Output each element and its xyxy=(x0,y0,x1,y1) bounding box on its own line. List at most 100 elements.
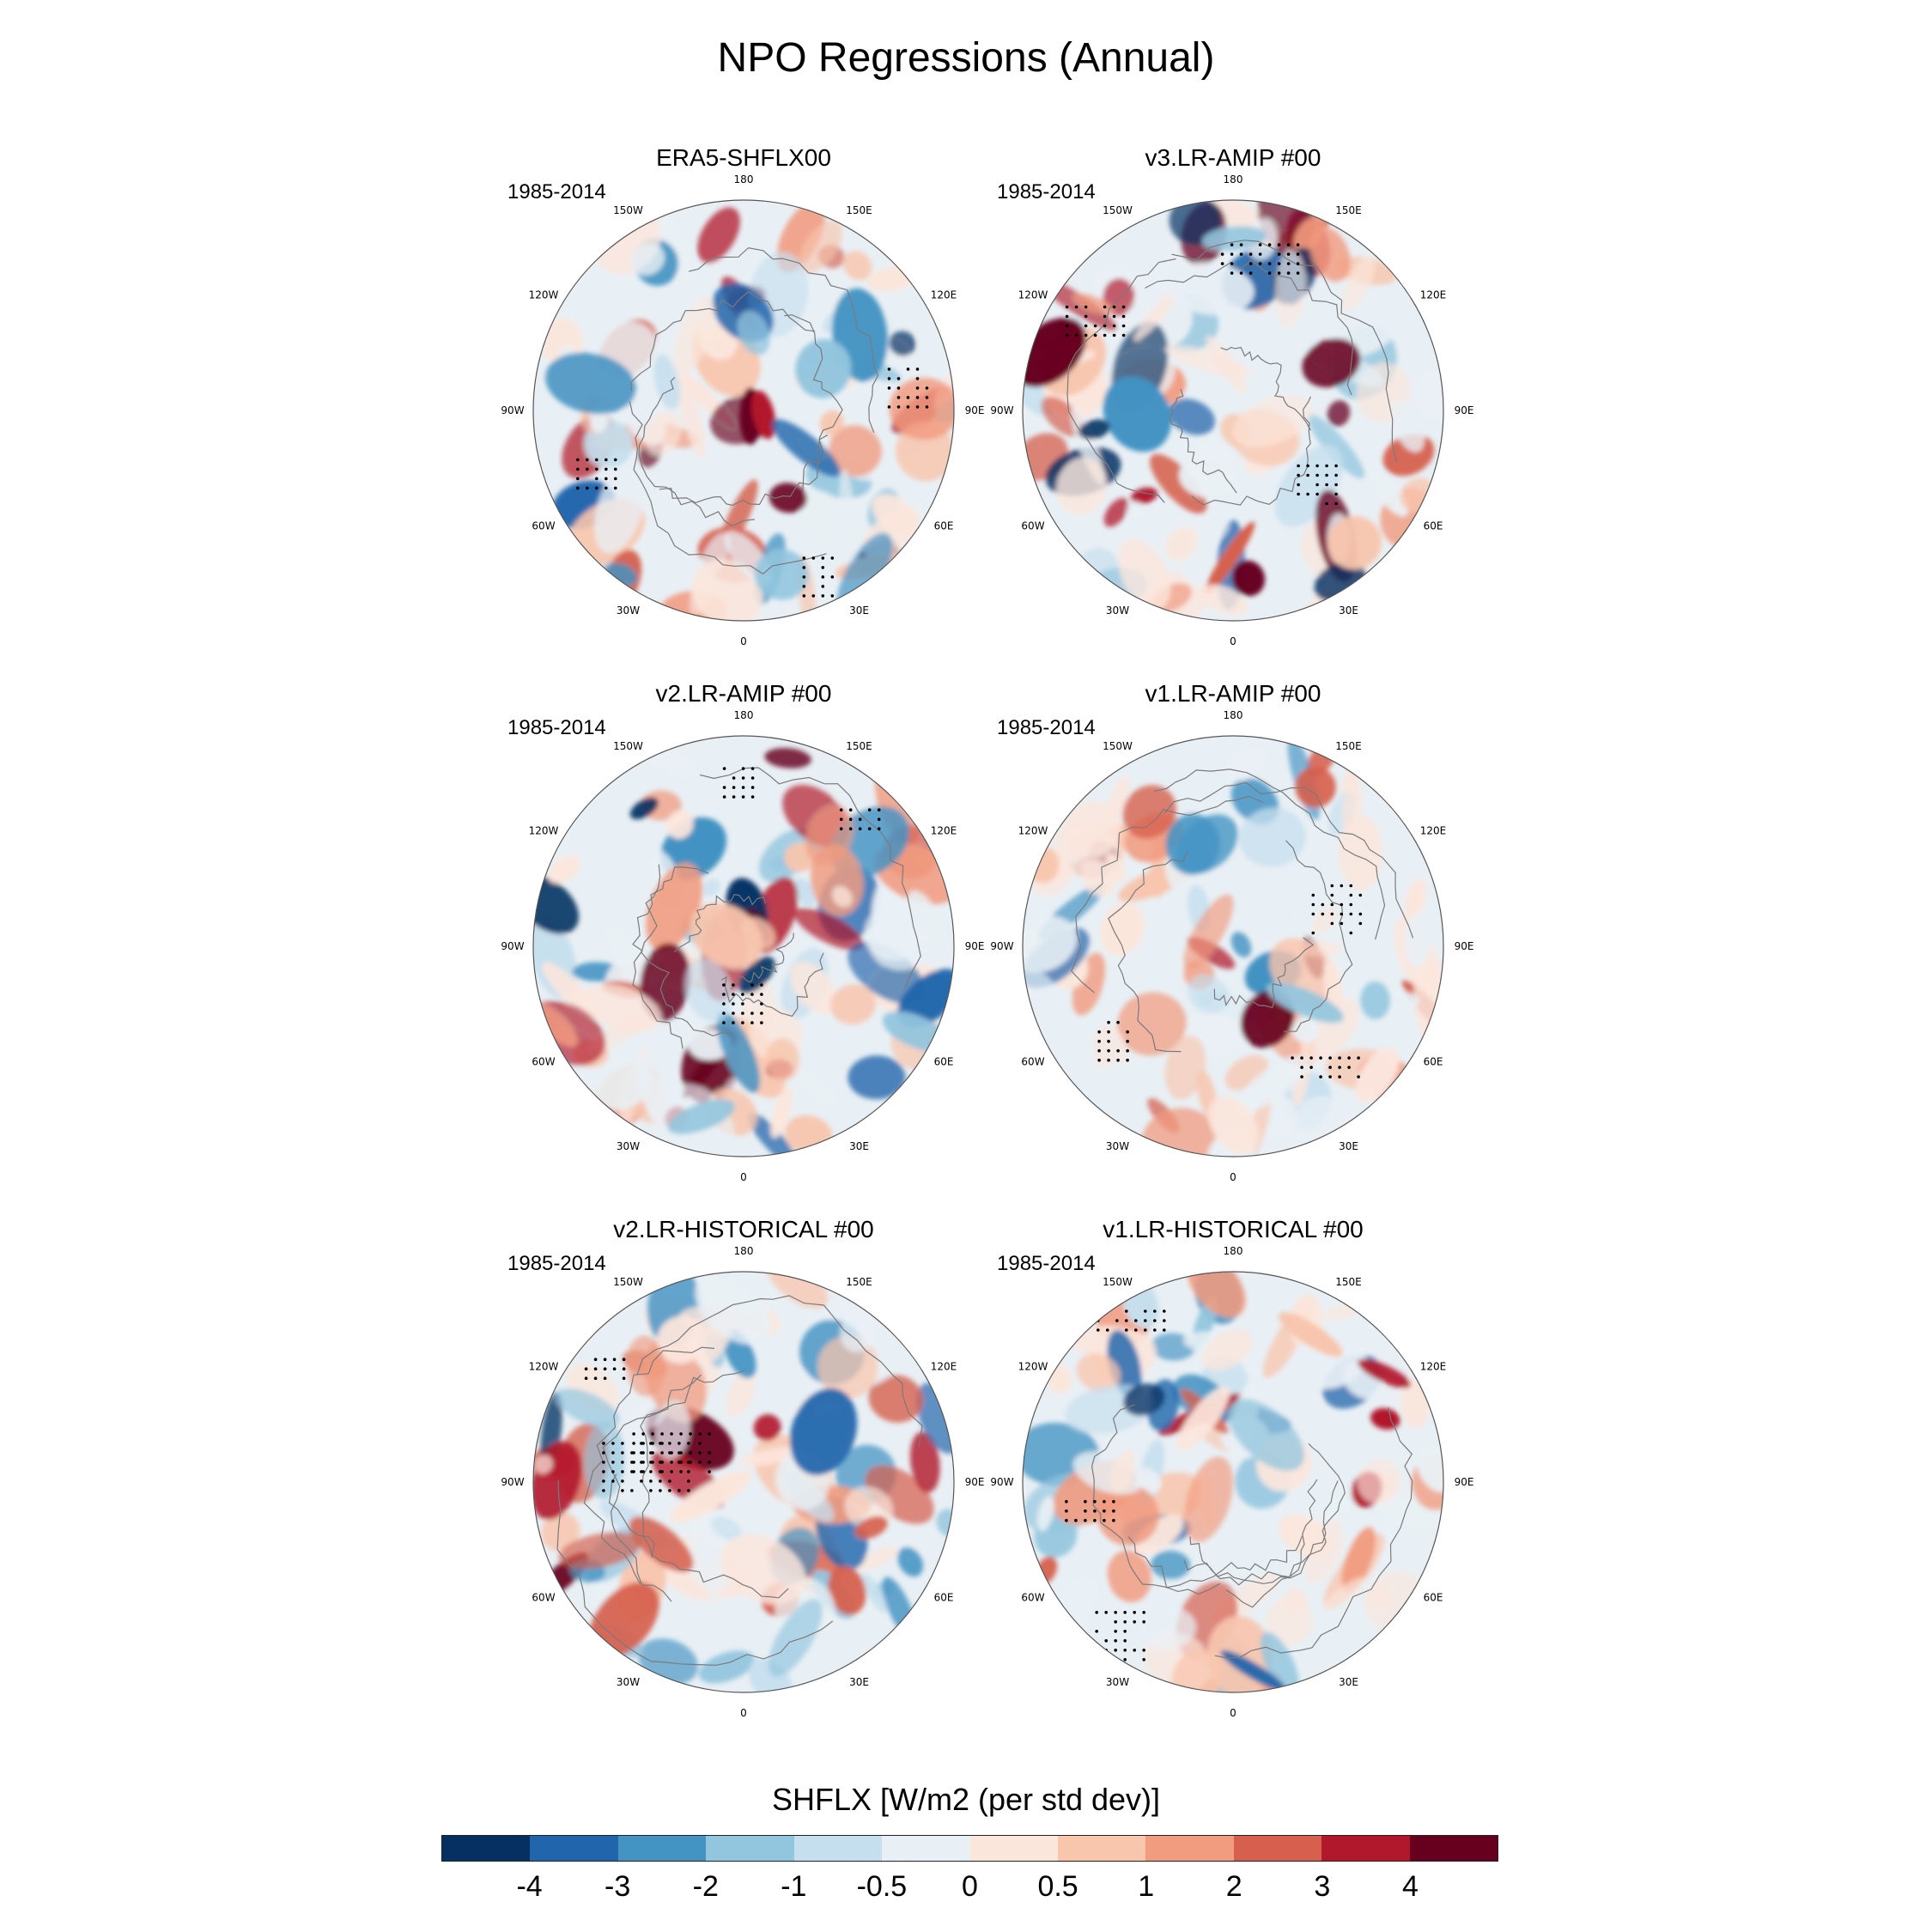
longitude-label: 150W xyxy=(613,1276,643,1288)
stipple-dot xyxy=(668,1442,671,1445)
longitude-label: 30W xyxy=(1106,1140,1129,1152)
colorbar-tick-label: 0.5 xyxy=(1037,1870,1078,1903)
stipple-dot xyxy=(1142,1658,1145,1662)
longitude-label: 30E xyxy=(849,1676,869,1688)
anomaly-patch xyxy=(726,1370,756,1417)
stipple-dot xyxy=(689,1461,692,1464)
anomaly-patch xyxy=(1200,584,1248,616)
stipple-dot xyxy=(1144,1319,1147,1322)
stipple-dot xyxy=(593,1376,598,1380)
stipple-dot xyxy=(1074,1518,1078,1522)
coastlines xyxy=(629,246,879,575)
longitude-label: 0 xyxy=(1230,1707,1236,1719)
stipple-dot xyxy=(867,827,872,830)
stipple-dot xyxy=(1239,252,1243,256)
stipple-dot xyxy=(750,795,755,799)
anomaly-patch xyxy=(669,1470,752,1522)
anomaly-patch xyxy=(588,1582,659,1659)
anomaly-patch xyxy=(1355,1048,1400,1103)
anomaly-patch xyxy=(1304,1519,1344,1583)
longitude-label: 120W xyxy=(1018,1361,1048,1373)
longitude-labels: 180 150E 120E 90E 60E 30E 0 30W 60W 90W 120W 150W xyxy=(501,709,984,1183)
anomaly-patch xyxy=(534,1455,553,1474)
stipple-dot xyxy=(741,1012,744,1015)
stipple-dot xyxy=(1249,271,1253,275)
coastline xyxy=(636,1295,923,1448)
anomaly-patch xyxy=(1118,538,1171,611)
stipple-dot xyxy=(1321,912,1325,916)
anomaly-patch xyxy=(690,902,763,969)
stipple-dot xyxy=(1104,1658,1108,1662)
stipple-dot xyxy=(1349,884,1353,888)
stipple-dot xyxy=(1306,464,1309,468)
stipple-dot xyxy=(603,1376,607,1380)
anomaly-patch xyxy=(906,890,943,945)
stipple-dot xyxy=(1286,271,1291,275)
stipple-dot xyxy=(1330,912,1334,916)
anomaly-patch xyxy=(1357,1459,1401,1504)
anomaly-patch xyxy=(1309,227,1351,282)
stipple-dot xyxy=(802,575,806,579)
stipple-dot xyxy=(722,983,726,987)
stipple-dot xyxy=(1103,1499,1106,1504)
anomaly-patch xyxy=(1220,1649,1286,1692)
coastline xyxy=(632,866,709,1049)
anomaly-patch xyxy=(889,377,954,440)
colorbar-box xyxy=(1057,1836,1146,1861)
stipple-dot xyxy=(839,827,843,830)
stipple-dot xyxy=(679,1432,683,1436)
anomaly-patch xyxy=(830,984,877,1025)
stipple-dot xyxy=(1330,884,1334,888)
stipple-dot xyxy=(621,1461,624,1464)
stipple-dot xyxy=(1277,252,1281,256)
longitude-label: 0 xyxy=(1230,635,1236,647)
anomaly-patch xyxy=(1391,399,1425,453)
anomaly-patch xyxy=(1127,501,1145,521)
stipple-dot xyxy=(1311,893,1315,897)
stipple-dot xyxy=(584,1367,588,1370)
stipple-dot xyxy=(802,566,806,569)
panel-period: 1985-2014 xyxy=(997,716,1096,739)
stipple-dot xyxy=(915,405,920,409)
stipple-dot xyxy=(722,1012,726,1015)
stipple-dot xyxy=(1065,333,1069,337)
stipple-dot xyxy=(651,1461,654,1464)
stipple-dot xyxy=(632,1451,635,1455)
anomaly-patch xyxy=(1072,294,1114,314)
stipple-dot xyxy=(605,458,608,462)
stipple-dot xyxy=(821,594,825,598)
significance-stipple xyxy=(722,767,881,1024)
stipple-dot xyxy=(750,786,755,789)
stipple-dot xyxy=(595,467,598,471)
stipple-dot xyxy=(1104,1639,1108,1643)
significance-stipple xyxy=(584,1358,711,1492)
stipple-dot xyxy=(722,993,726,996)
polar-map: 180 150E 120E 90E 60E 30E 0 30W 60W 90W 120W 150W xyxy=(501,1245,984,1719)
anomaly-patch xyxy=(1308,414,1364,479)
polar-map: 180 150E 120E 90E 60E 30E 0 30W 60W 90W 120W 150W xyxy=(990,1245,1473,1719)
coastline xyxy=(583,1346,715,1584)
anomaly-patch xyxy=(1279,1312,1343,1358)
stipple-dot xyxy=(1239,243,1243,246)
longitude-label: 30E xyxy=(849,605,869,617)
stipple-dot xyxy=(750,767,755,770)
longitude-label: 0 xyxy=(740,635,747,647)
anomaly-patch xyxy=(889,331,916,356)
stipple-dot xyxy=(1103,333,1107,337)
anomaly-patch xyxy=(770,1086,793,1138)
anomaly-patch xyxy=(629,797,659,820)
anomaly-patch xyxy=(653,354,680,410)
anomaly-patch xyxy=(629,1516,694,1573)
stipple-dot xyxy=(896,386,901,390)
colorbar-tick-label: -3 xyxy=(605,1870,631,1903)
anomaly-patch xyxy=(793,878,817,907)
stipple-dot xyxy=(621,1470,624,1473)
stipple-dot xyxy=(1315,473,1319,477)
stipple-dot xyxy=(586,486,589,490)
stipple-dot xyxy=(1297,492,1300,496)
stipple-dot xyxy=(1112,1499,1115,1504)
anomaly-patch xyxy=(1151,1550,1191,1579)
stipple-dot xyxy=(1311,912,1315,916)
stipple-dot xyxy=(640,1479,643,1483)
stipple-dot xyxy=(632,1442,635,1445)
